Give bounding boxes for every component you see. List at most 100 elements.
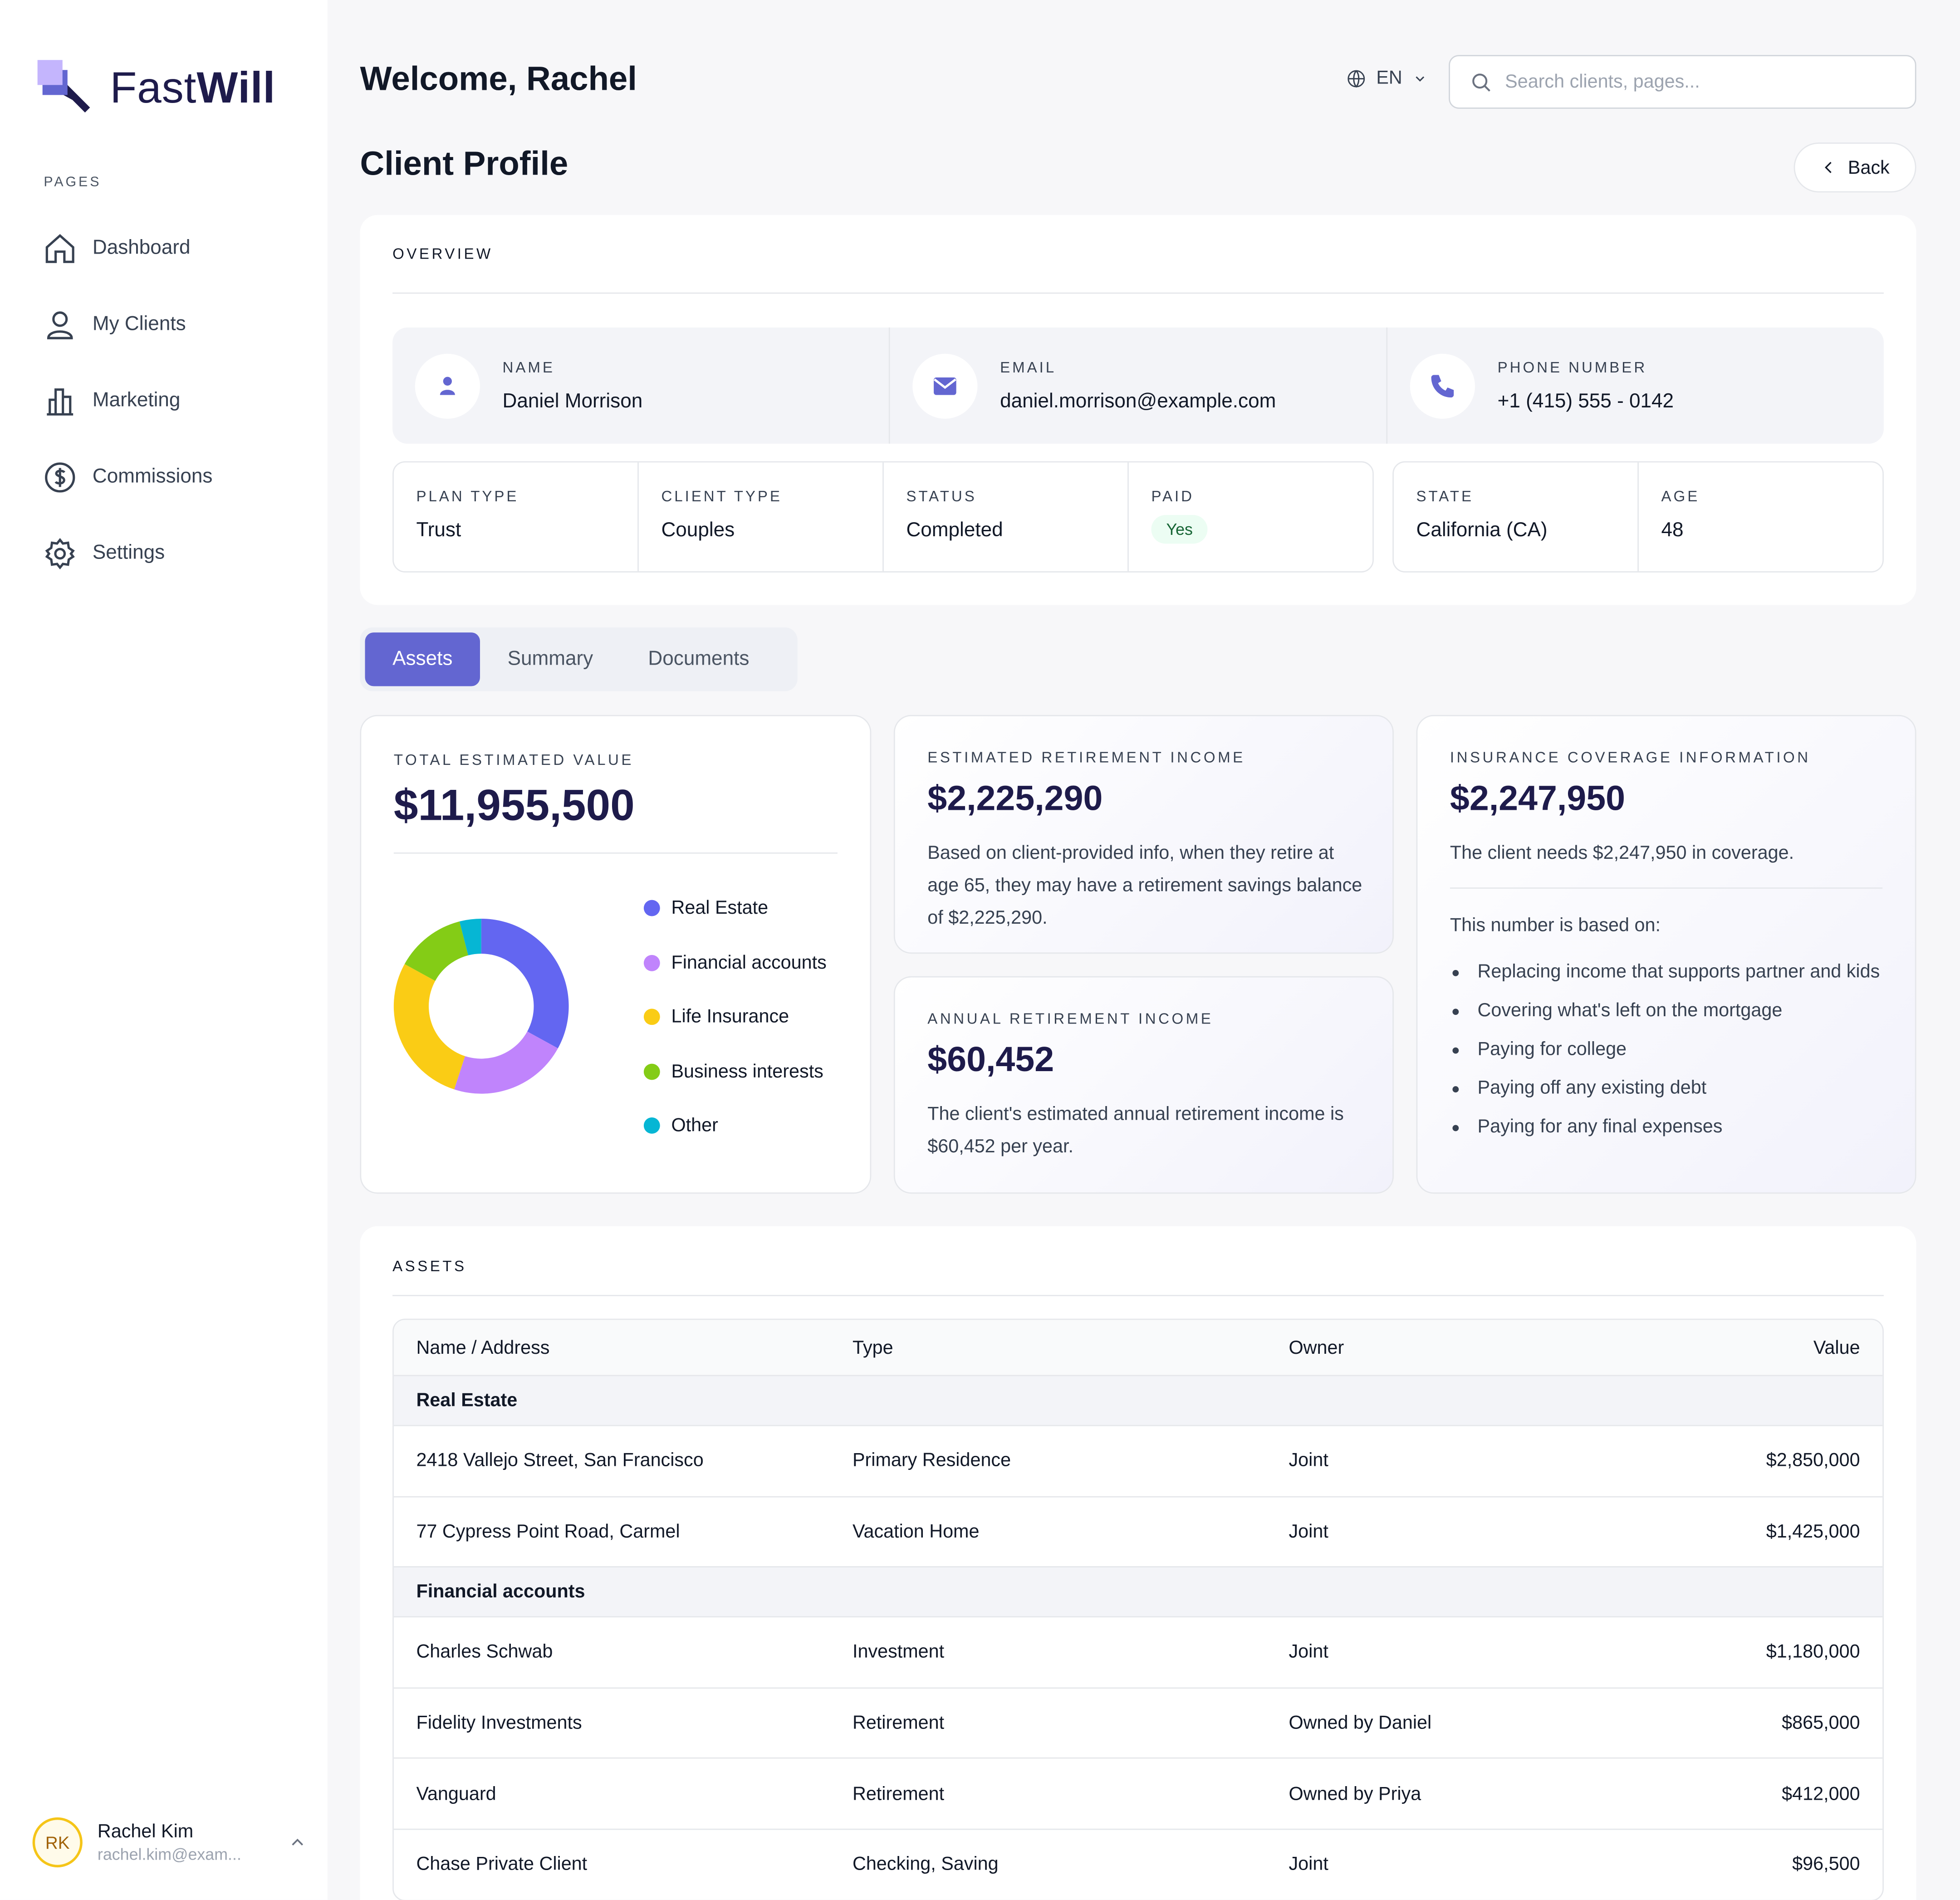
list-item: Paying for any final expenses <box>1450 1111 1887 1144</box>
column-header: Value <box>1813 1337 1860 1358</box>
table-row[interactable]: Vanguard Retirement Owned by Priya $412,… <box>393 1758 1883 1829</box>
legend-label: Real Estate <box>671 897 769 919</box>
donut-slice-business-interests[interactable] <box>404 921 468 981</box>
home-icon <box>45 233 74 263</box>
status-field: STATUS Completed <box>884 462 1129 572</box>
sidebar-item-label: Dashboard <box>92 237 191 258</box>
asset-owner: Joint <box>1289 1450 1328 1472</box>
chevron-up-icon[interactable] <box>288 1832 308 1852</box>
table-row[interactable]: Chase Private Client Checking, Saving Jo… <box>393 1828 1883 1900</box>
tab-documents[interactable]: Documents <box>648 648 750 670</box>
chevron-down-icon <box>1416 75 1424 81</box>
field-label: EMAIL <box>1000 358 1057 376</box>
asset-name: 2418 Vallejo Street, San Francisco <box>416 1450 704 1472</box>
insurance-coverage-card: INSURANCE COVERAGE INFORMATION $2,247,95… <box>1416 715 1916 1194</box>
asset-type: Vacation Home <box>852 1521 980 1543</box>
retirement-income-description: Based on client-provided info, when they… <box>927 842 1362 929</box>
legend-label: Other <box>671 1115 718 1137</box>
client-email[interactable]: daniel.morrison@example.com <box>1000 390 1276 412</box>
user-icon <box>47 311 73 339</box>
donut-slice-financial-accounts[interactable] <box>454 1031 558 1094</box>
sidebar-item-settings[interactable]: Settings <box>43 515 305 591</box>
search-input[interactable] <box>1505 71 1880 93</box>
paid-field: PAID Yes <box>1129 462 1372 571</box>
donut-slice-real-estate[interactable] <box>481 919 569 1048</box>
asset-owner: Joint <box>1289 1521 1328 1543</box>
legend-dot <box>643 1063 660 1080</box>
contact-info-row: NAME Daniel Morrison EMAIL daniel.morrison… <box>392 327 1884 444</box>
contact-email: EMAIL daniel.morrison@example.com <box>890 327 1388 444</box>
client-phone[interactable]: +1 (415) 555 - 0142 <box>1497 390 1674 412</box>
search-icon <box>1472 73 1490 91</box>
asset-type: Primary Residence <box>852 1450 1011 1472</box>
field-label: STATE <box>1416 487 1474 505</box>
client-type-field: CLIENT TYPE Couples <box>639 462 884 572</box>
total-value-amount: $11,955,500 <box>393 781 635 830</box>
coverage-reasons-list: Replacing income that supports partner a… <box>1450 956 1887 1150</box>
sidebar-item-commissions[interactable]: Commissions <box>43 439 305 515</box>
asset-type: Investment <box>852 1641 945 1663</box>
sidebar-item-label: Marketing <box>92 389 181 411</box>
donut-slice-life-insurance[interactable] <box>393 964 465 1090</box>
sidebar-item-my-clients[interactable]: My Clients <box>43 286 305 362</box>
tab-summary[interactable]: Summary <box>507 648 593 670</box>
field-label: STATUS <box>906 487 977 505</box>
sidebar-item-label: Settings <box>92 542 165 563</box>
asset-allocation-donut-chart <box>393 919 569 1094</box>
field-label: AGE <box>1661 487 1700 505</box>
asset-owner: Owned by Priya <box>1289 1783 1421 1805</box>
chevron-left-icon <box>1825 162 1832 173</box>
brand-name: FastWill <box>110 64 276 113</box>
status-badge: Yes <box>1151 515 1208 544</box>
field-value: 48 <box>1661 520 1684 541</box>
table-row[interactable]: Charles Schwab Investment Joint $1,180,0… <box>393 1616 1883 1687</box>
retirement-income-label: ESTIMATED RETIREMENT INCOME <box>927 749 1245 766</box>
insurance-coverage-amount: $2,247,950 <box>1450 779 1626 818</box>
sidebar-item-dashboard[interactable]: Dashboard <box>43 210 305 286</box>
annual-income-amount: $60,452 <box>927 1040 1054 1079</box>
sidebar-item-marketing[interactable]: Marketing <box>43 362 305 439</box>
mail-icon <box>912 353 978 418</box>
sidebar: FastWill PAGES Dashboard My Clients Mark… <box>0 0 328 1900</box>
tab-assets[interactable]: Assets <box>365 632 480 686</box>
asset-owner: Owned by Daniel <box>1289 1712 1432 1734</box>
based-on-label: This number is based on: <box>1450 915 1661 936</box>
divider <box>393 852 838 854</box>
legend-dot <box>643 1117 660 1134</box>
language-selector[interactable]: EN <box>1346 68 1427 89</box>
donut-slice-other[interactable] <box>459 919 481 955</box>
fastwill-logo[interactable]: FastWill <box>35 58 275 120</box>
legend-item: Real Estate <box>643 881 827 935</box>
legend-item: Financial accounts <box>643 935 827 990</box>
user-menu[interactable]: RK Rachel Kim rachel.kim@exam... <box>32 1817 308 1868</box>
asset-value: $2,850,000 <box>1766 1450 1860 1472</box>
user-name: Rachel Kim <box>97 1821 194 1843</box>
back-button[interactable]: Back <box>1793 142 1916 193</box>
list-item: Paying off any existing debt <box>1450 1072 1887 1105</box>
field-value: Completed <box>906 520 1003 541</box>
plan-type-field: PLAN TYPE Trust <box>394 462 639 572</box>
annual-income-card: ANNUAL RETIREMENT INCOME $60,452 The cli… <box>893 976 1394 1194</box>
asset-type: Checking, Saving <box>852 1854 999 1876</box>
table-row[interactable]: Fidelity Investments Retirement Owned by… <box>393 1687 1883 1758</box>
asset-name: Chase Private Client <box>416 1854 588 1876</box>
profile-tabs: Assets Summary Documents <box>360 627 798 691</box>
plan-meta-box: PLAN TYPE Trust CLIENT TYPE Couples STATUS… <box>392 461 1374 573</box>
search-box[interactable] <box>1449 55 1916 109</box>
asset-value: $1,425,000 <box>1766 1521 1860 1543</box>
assets-table: Name / Address Type Owner Value Real Est… <box>392 1318 1884 1900</box>
chart-legend: Real Estate Financial accounts Life Insura… <box>643 881 827 1153</box>
asset-value: $412,000 <box>1782 1783 1860 1805</box>
divider <box>1450 887 1883 889</box>
asset-value: $865,000 <box>1782 1712 1860 1734</box>
table-row[interactable]: 77 Cypress Point Road, Carmel Vacation H… <box>393 1495 1883 1567</box>
user-info: Rachel Kim rachel.kim@exam... <box>98 1821 288 1864</box>
field-label: CLIENT TYPE <box>661 487 782 505</box>
table-row[interactable]: 2418 Vallejo Street, San Francisco Prima… <box>393 1425 1883 1496</box>
group-name: Financial accounts <box>416 1581 585 1603</box>
asset-name: 77 Cypress Point Road, Carmel <box>416 1521 680 1543</box>
field-value: Couples <box>661 520 735 541</box>
group-name: Real Estate <box>416 1390 518 1411</box>
insurance-coverage-description: The client needs $2,247,950 in coverage. <box>1450 842 1794 864</box>
sidebar-item-label: Commissions <box>92 465 213 487</box>
